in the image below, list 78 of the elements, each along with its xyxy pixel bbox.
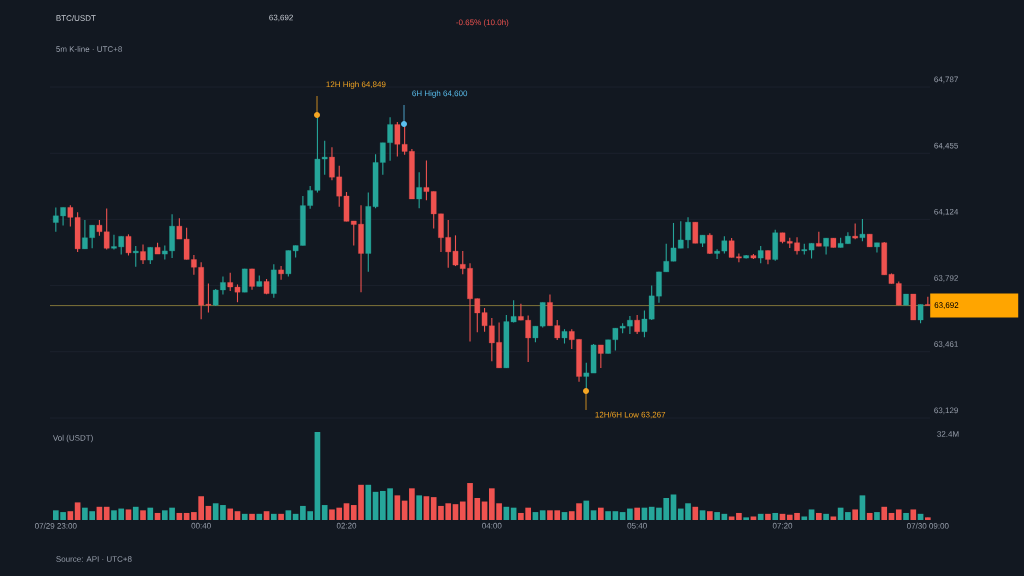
bar (627, 508, 633, 520)
bar (765, 513, 771, 520)
annotation: 12H High 64,849 (326, 81, 386, 89)
x-tick-label: 07/30 09:00 (907, 522, 949, 529)
bar (241, 513, 248, 520)
bar (147, 507, 154, 520)
bar (925, 517, 931, 520)
text: 63,692 (269, 14, 293, 22)
bar (74, 502, 81, 520)
bar (692, 506, 699, 520)
chart-subtitle: 5m K-line · UTC+8 (56, 46, 122, 52)
bar (714, 512, 720, 520)
bar (597, 507, 604, 520)
bar (895, 509, 902, 520)
source-note: Source: API · UTC+8 (56, 556, 132, 562)
bar (874, 512, 880, 520)
x-tick-label: 07:20 (772, 522, 793, 529)
bar (270, 513, 277, 520)
bar (736, 512, 742, 520)
bar (634, 507, 640, 520)
bar (140, 510, 146, 520)
x-tick-label: 00:40 (191, 522, 211, 529)
bar (416, 495, 422, 520)
bar (132, 506, 139, 520)
bar (823, 513, 829, 520)
bar (845, 512, 851, 520)
text: 32.4M (937, 431, 959, 437)
ref-line-label: 63,692 (934, 302, 959, 309)
y-tick-label: 63,129 (934, 407, 958, 415)
bar (866, 512, 873, 520)
bar (263, 511, 270, 520)
bar (903, 512, 909, 520)
bar (409, 488, 415, 520)
x-tick-label: 02:20 (336, 522, 357, 529)
bar (772, 512, 779, 520)
y-tick-label: 63,461 (934, 341, 958, 348)
bar (285, 510, 292, 520)
bar (728, 516, 735, 520)
bar (816, 512, 822, 520)
bar (256, 513, 263, 520)
x-tick-label: 07/29 23:00 (35, 522, 77, 529)
y-tick-label: 64,124 (934, 208, 959, 216)
bar (365, 484, 372, 520)
bar (590, 510, 597, 520)
y-tick-label: 64,787 (934, 76, 958, 84)
bar (801, 516, 808, 520)
y-axis-title: Vol (USDT) (52, 434, 93, 443)
bar (706, 511, 713, 520)
bar (103, 506, 110, 520)
bar (750, 516, 757, 520)
bar (67, 511, 74, 520)
bar (830, 516, 837, 520)
bar (321, 505, 328, 520)
annotation: 6H High 64,600 (412, 90, 468, 98)
bar (605, 511, 611, 520)
y-tick-label: 64,455 (934, 142, 958, 150)
bar (808, 509, 815, 520)
text: -0.65% (10.0h) (456, 19, 509, 27)
x-tick-label: 05:40 (627, 522, 647, 529)
bar (125, 509, 132, 520)
bar (699, 510, 706, 520)
bar (852, 509, 858, 520)
bar (612, 511, 619, 520)
x-tick-label: 04:00 (482, 522, 502, 529)
bar (278, 513, 284, 520)
bar (743, 517, 749, 520)
bar (234, 511, 241, 520)
bar (249, 513, 255, 520)
y-tick-label: 63,792 (934, 275, 958, 282)
bar (583, 500, 590, 520)
bar (910, 509, 917, 520)
bar (881, 506, 888, 520)
bar (539, 510, 546, 520)
bar (757, 513, 764, 520)
chart-title: BTC/USDT (56, 15, 96, 21)
bar (227, 508, 234, 520)
bar (670, 494, 677, 520)
annotation: 12H/6H Low 63,267 (595, 411, 666, 419)
